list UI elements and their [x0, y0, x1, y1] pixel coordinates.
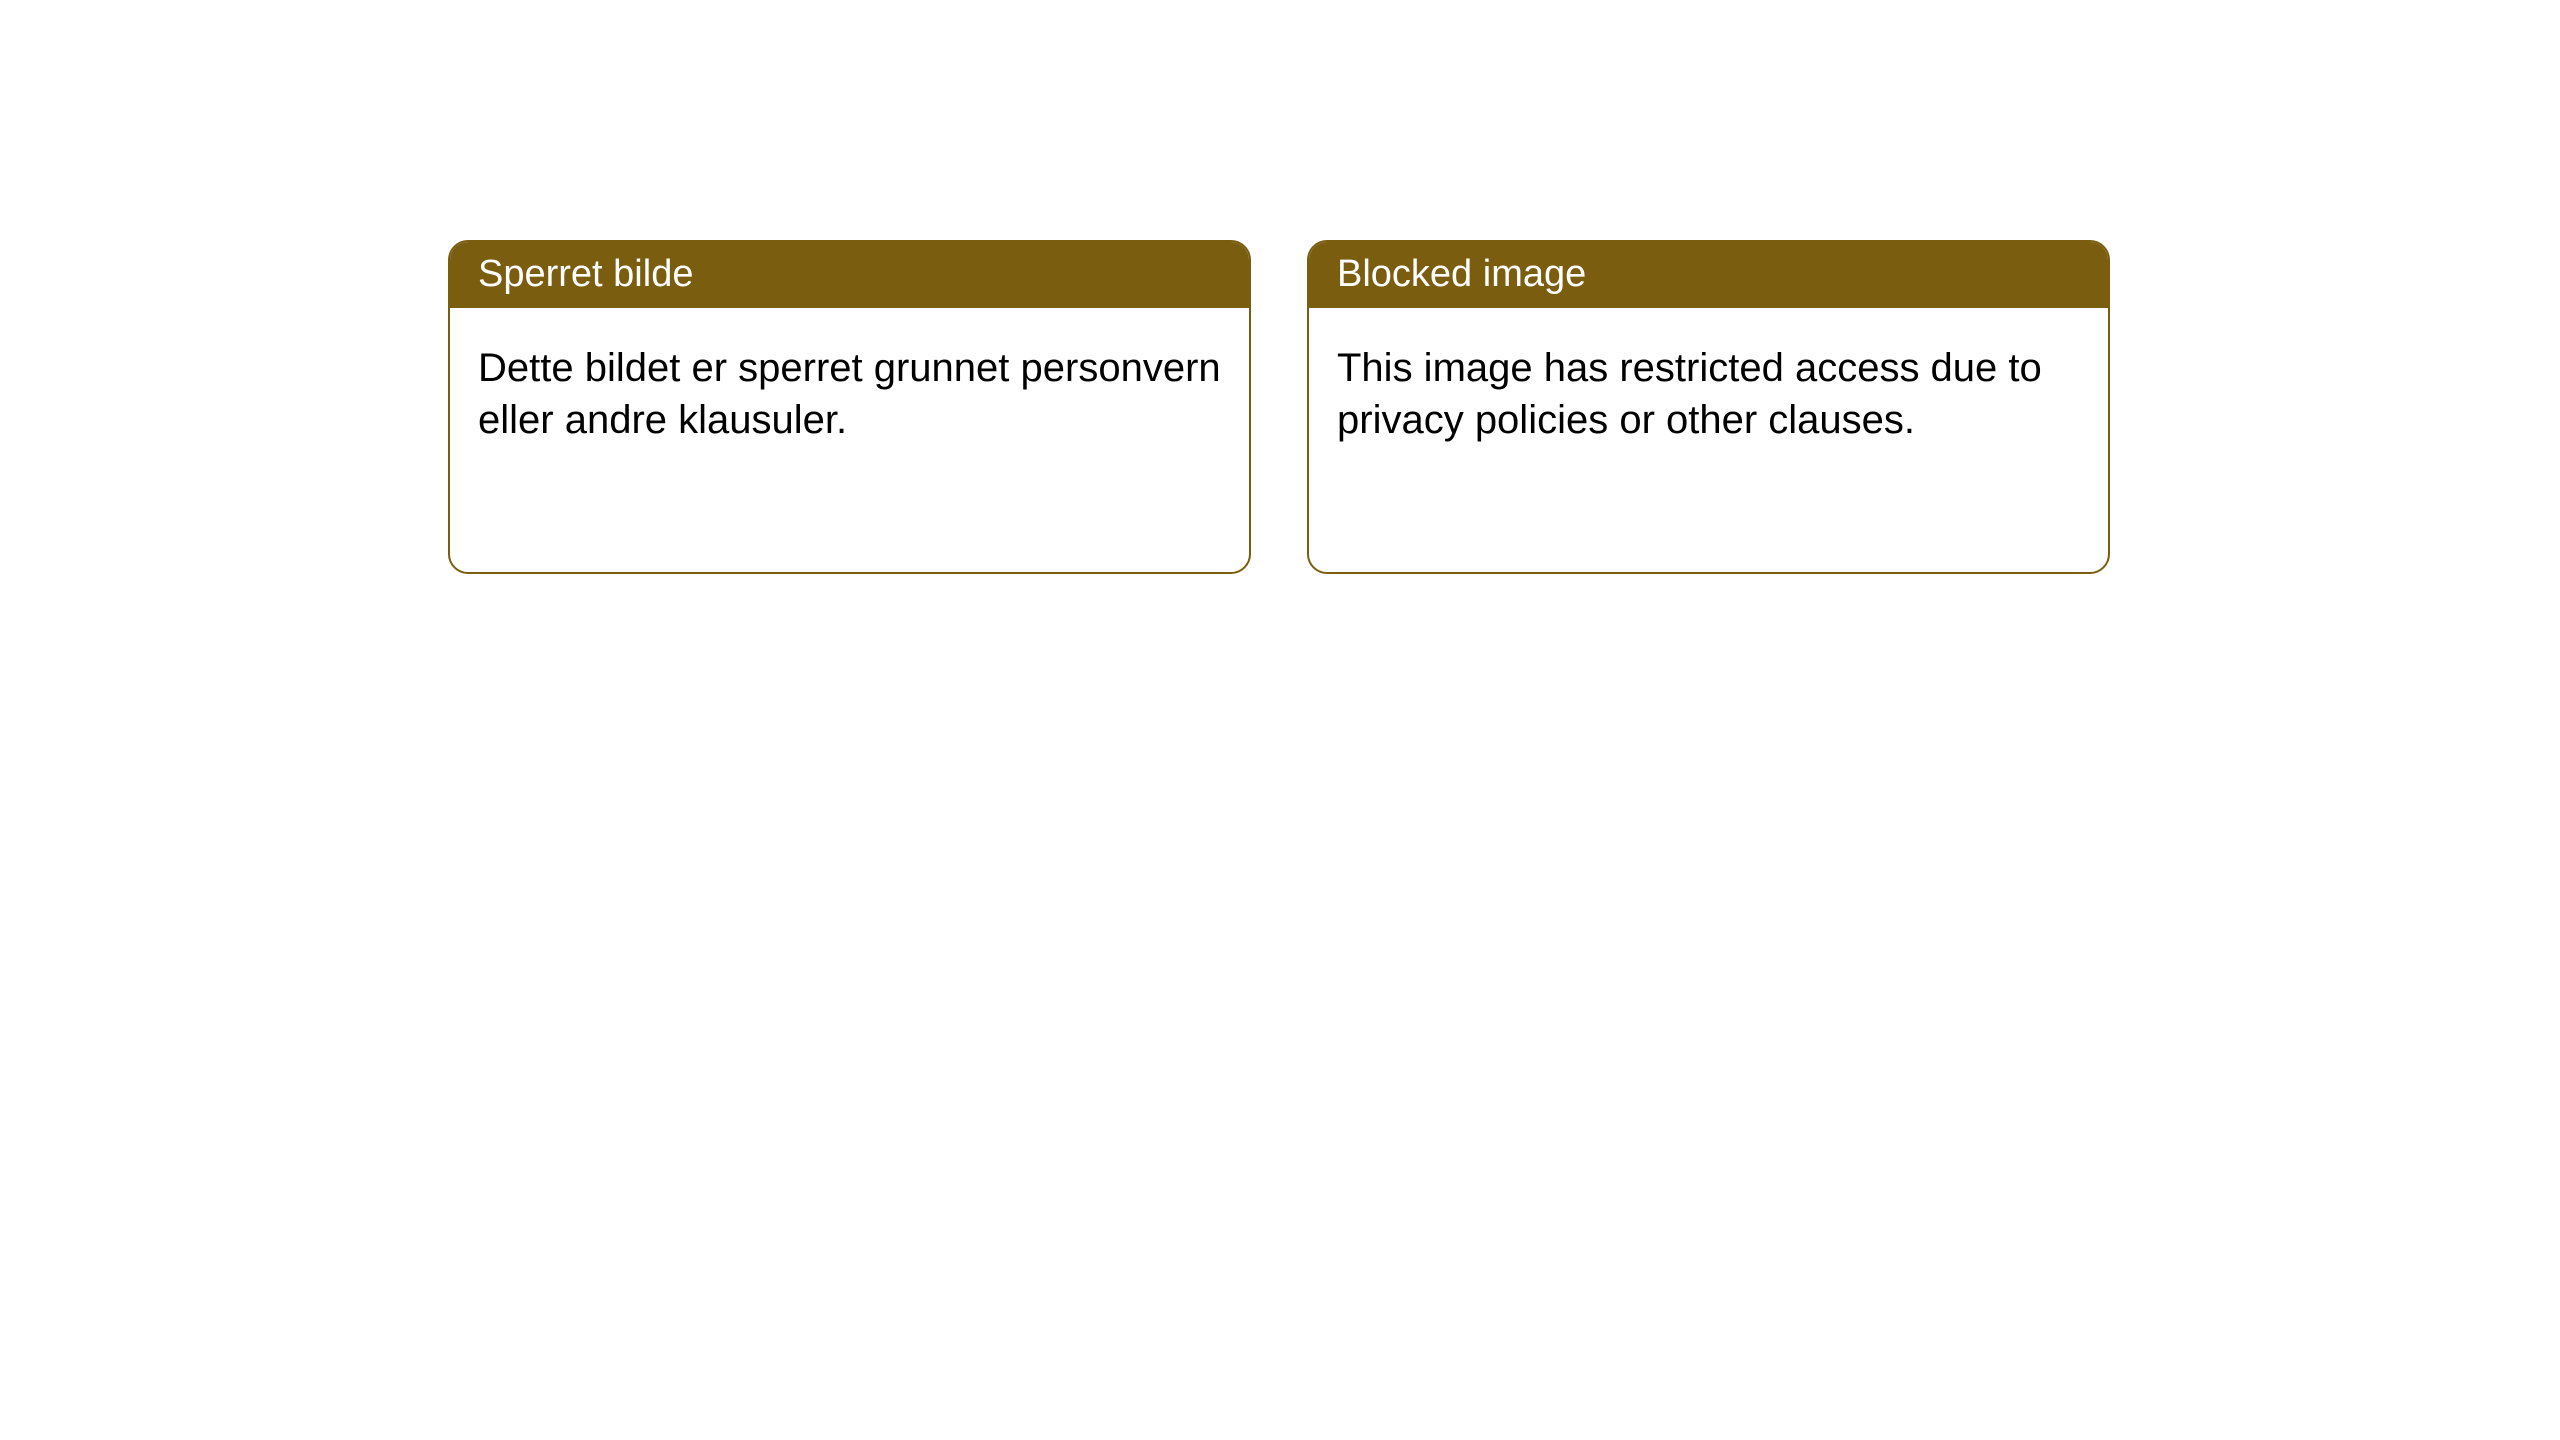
card-body: This image has restricted access due to …	[1309, 308, 2108, 480]
notice-container: Sperret bilde Dette bildet er sperret gr…	[448, 240, 2110, 574]
notice-card-english: Blocked image This image has restricted …	[1307, 240, 2110, 574]
card-header: Sperret bilde	[450, 242, 1249, 308]
card-header: Blocked image	[1309, 242, 2108, 308]
notice-card-norwegian: Sperret bilde Dette bildet er sperret gr…	[448, 240, 1251, 574]
card-body: Dette bildet er sperret grunnet personve…	[450, 308, 1249, 480]
